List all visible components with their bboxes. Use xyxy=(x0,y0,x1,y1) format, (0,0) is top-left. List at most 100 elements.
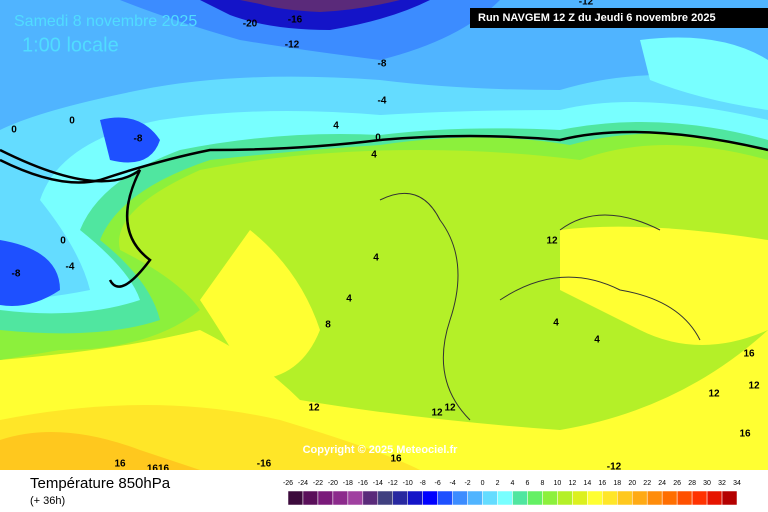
legend-swatch xyxy=(437,490,453,506)
contour-label: 16 xyxy=(114,459,126,470)
legend-swatch xyxy=(302,490,319,506)
contour-label: 16 xyxy=(743,349,755,360)
legend-tick-label: 8 xyxy=(540,480,544,487)
legend-swatch xyxy=(617,490,633,506)
legend-tick-label: 4 xyxy=(511,480,515,487)
legend-tick-label: -24 xyxy=(298,480,308,487)
lead-time: (+ 36h) xyxy=(30,495,65,507)
legend-swatch xyxy=(631,490,648,506)
legend-tick-label: -8 xyxy=(420,480,426,487)
legend-tick-label: 28 xyxy=(688,480,696,487)
legend-tick-label: 18 xyxy=(613,480,621,487)
contour-label: 12 xyxy=(308,403,320,414)
legend-swatch xyxy=(646,490,663,506)
legend-swatch xyxy=(661,490,678,506)
contour-label: 16 xyxy=(739,429,751,440)
contour-label: 12 xyxy=(546,236,558,247)
contour-label: -8 xyxy=(378,59,387,70)
contour-label: 1616 xyxy=(147,464,170,475)
legend-tick-label: -2 xyxy=(464,480,470,487)
contour-label: -16 xyxy=(288,15,303,26)
contour-label: -4 xyxy=(378,96,387,107)
legend-tick-label: -10 xyxy=(403,480,413,487)
legend-tick-label: 14 xyxy=(583,480,591,487)
legend-swatch xyxy=(377,490,394,506)
legend-tick-label: -16 xyxy=(358,480,368,487)
legend-swatch xyxy=(452,490,468,506)
legend-tick-label: -18 xyxy=(343,480,353,487)
legend-swatch xyxy=(572,490,588,506)
contour-label: -8 xyxy=(134,134,143,145)
legend-tick-label: 30 xyxy=(703,480,711,487)
contour-label: -12 xyxy=(579,0,594,8)
legend-swatch xyxy=(497,490,513,506)
legend-swatch xyxy=(362,490,379,506)
legend-swatch xyxy=(482,490,498,506)
run-info: Run NAVGEM 12 Z du Jeudi 6 novembre 2025 xyxy=(478,12,716,24)
contour-label: -4 xyxy=(66,262,75,273)
legend-swatch xyxy=(527,490,543,506)
contour-label: 4 xyxy=(373,253,379,264)
run-box xyxy=(470,8,768,28)
legend-swatch xyxy=(407,490,423,506)
legend-tick-label: 16 xyxy=(598,480,606,487)
legend-tick-label: 10 xyxy=(554,480,562,487)
legend-swatch xyxy=(587,490,603,506)
legend-tick-label: -4 xyxy=(450,480,456,487)
coastlines xyxy=(379,192,701,421)
date-title: Samedi 8 novembre 2025 xyxy=(14,13,197,30)
legend-tick-label: -22 xyxy=(313,480,323,487)
contour-label: 4 xyxy=(333,121,339,132)
legend-tick-label: -12 xyxy=(388,480,398,487)
color-legend: -26 -24 -22 -20 -18 -16 -14 -12 -10 -8 -6 -4 -2 0 2 4 6 8… xyxy=(283,480,741,506)
legend-tick-label: 12 xyxy=(568,480,576,487)
legend-swatch xyxy=(602,490,618,506)
zero-isotherm xyxy=(0,148,152,288)
legend-swatch xyxy=(691,490,708,506)
contour-label: 12 xyxy=(748,381,760,392)
contour-label: 0 xyxy=(11,125,17,136)
legend-swatch xyxy=(676,490,693,506)
contour-label: 8 xyxy=(325,320,331,331)
contour-label: -8 xyxy=(12,269,21,280)
copyright: Copyright © 2025 Meteociel.fr xyxy=(303,444,459,456)
legend-tick-label: 0 xyxy=(481,480,485,487)
legend-tick-label: 24 xyxy=(658,480,666,487)
legend-tick-label: -14 xyxy=(373,480,383,487)
legend-swatch xyxy=(287,490,304,506)
time-title: 1:00 locale xyxy=(22,34,119,56)
contour-label: -12 xyxy=(285,40,300,51)
legend-swatch xyxy=(392,490,408,506)
legend-tick-label: 20 xyxy=(628,480,636,487)
legend-swatch xyxy=(706,490,723,506)
legend-tick-label: 34 xyxy=(733,480,741,487)
contour-label: 0 xyxy=(60,236,66,247)
legend-tick-label: -26 xyxy=(283,480,293,487)
legend-tick-label: 22 xyxy=(643,480,651,487)
temperature-fields xyxy=(0,0,768,470)
legend-swatch xyxy=(721,490,738,506)
contour-label: 12 xyxy=(431,408,443,419)
legend-swatch xyxy=(467,490,483,506)
contour-label: 4 xyxy=(346,294,352,305)
legend-swatch xyxy=(317,490,334,506)
legend-tick-label: -6 xyxy=(435,480,441,487)
legend-tick-label: 2 xyxy=(496,480,500,487)
legend-swatch xyxy=(332,490,349,506)
contour-label: 4 xyxy=(371,150,377,161)
contour-label: -12 xyxy=(607,462,622,473)
contour-label: 0 xyxy=(69,116,75,127)
contour-label: 4 xyxy=(594,335,600,346)
legend-tick-label: -20 xyxy=(328,480,338,487)
contour-label: 0 xyxy=(375,133,381,144)
contour-label: 12 xyxy=(708,389,720,400)
contour-label: 16 xyxy=(390,454,402,465)
contour-label: -20 xyxy=(243,19,258,30)
contour-label: 12 xyxy=(444,403,456,414)
legend-swatch xyxy=(557,490,573,506)
legend-swatch xyxy=(347,490,364,506)
legend-swatch xyxy=(422,490,438,506)
contour-label: 4 xyxy=(553,318,559,329)
